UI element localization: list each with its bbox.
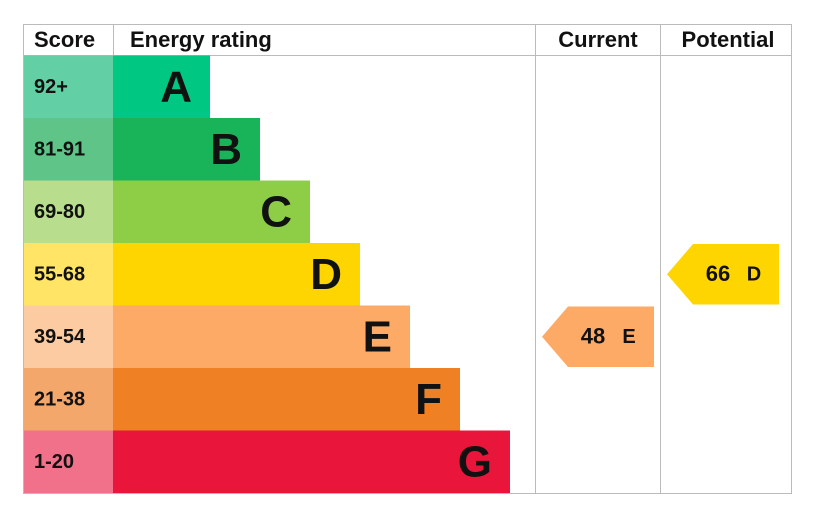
score-cell	[24, 305, 113, 368]
rating-bar	[113, 118, 260, 181]
header-rating: Energy rating	[130, 27, 272, 52]
score-label: 21-38	[34, 389, 85, 411]
rating-bar	[113, 430, 510, 493]
score-label: 55-68	[34, 264, 85, 286]
header-score: Score	[34, 27, 95, 52]
header-potential: Potential	[682, 27, 775, 52]
potential-letter: D	[747, 264, 761, 286]
score-cell	[24, 243, 113, 306]
current-value: 48	[581, 324, 605, 349]
score-label: 92+	[34, 76, 68, 98]
band-letter: F	[415, 375, 442, 424]
rating-bar	[113, 305, 410, 368]
score-cell	[24, 55, 113, 118]
rating-bar	[113, 180, 310, 243]
score-cell	[24, 118, 113, 181]
score-label: 81-91	[34, 139, 85, 161]
band-letter: B	[210, 125, 242, 174]
band-letter: G	[458, 437, 492, 486]
header-current: Current	[558, 27, 638, 52]
band-letter: C	[260, 187, 292, 236]
frame	[23, 24, 792, 494]
score-label: 1-20	[34, 451, 74, 473]
score-cell	[24, 180, 113, 243]
rating-bar	[113, 55, 210, 118]
score-label: 69-80	[34, 201, 85, 223]
rating-bar	[113, 368, 460, 431]
band-letter: A	[160, 62, 192, 111]
potential-value: 66	[706, 261, 730, 286]
current-arrow	[542, 306, 654, 367]
band-letter: E	[363, 312, 392, 361]
rating-bar	[113, 243, 360, 306]
score-cell	[24, 368, 113, 431]
score-cell	[24, 430, 113, 493]
potential-arrow	[667, 244, 779, 305]
band-letter: D	[310, 250, 342, 299]
score-label: 39-54	[34, 326, 86, 348]
current-letter: E	[622, 326, 635, 348]
